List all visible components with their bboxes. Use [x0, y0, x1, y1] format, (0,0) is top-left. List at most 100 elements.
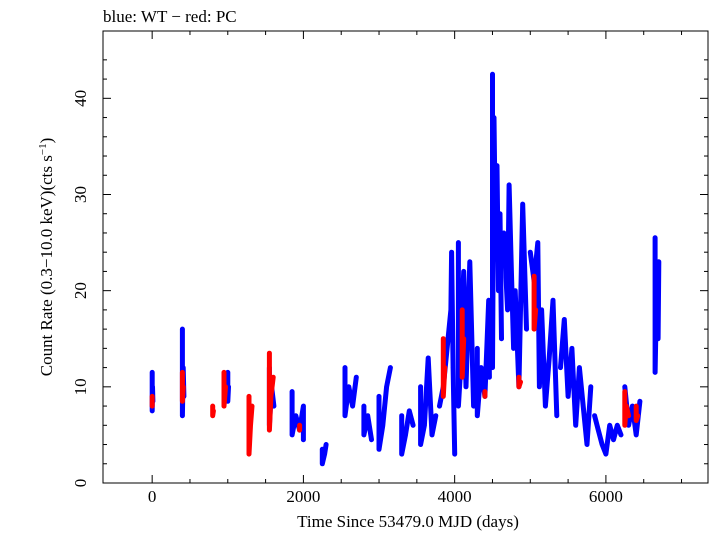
- data-point: [448, 307, 454, 313]
- data-segment: [266, 350, 276, 433]
- data-point: [268, 394, 274, 399]
- data-point: [429, 432, 435, 438]
- data-point: [460, 307, 465, 313]
- data-point: [637, 399, 643, 404]
- data-point: [437, 403, 442, 409]
- data-point: [622, 389, 627, 394]
- data-segment: [289, 389, 306, 443]
- data-point: [655, 336, 661, 341]
- data-point: [478, 365, 484, 370]
- data-point: [293, 413, 298, 418]
- data-point: [150, 403, 155, 409]
- plot-frame: [102, 30, 709, 484]
- data-point: [596, 427, 601, 433]
- data-point: [441, 394, 446, 399]
- y-axis-title-exponent: −1: [37, 143, 49, 155]
- data-point: [365, 413, 370, 418]
- data-point: [180, 413, 185, 418]
- data-point: [577, 365, 582, 370]
- data-segment: [531, 273, 539, 332]
- data-point: [249, 403, 255, 409]
- data-point: [493, 240, 498, 245]
- data-point: [180, 399, 185, 404]
- data-point: [181, 365, 186, 370]
- data-point: [369, 437, 374, 442]
- data-point: [376, 447, 382, 452]
- data-point: [150, 394, 155, 399]
- data-point: [267, 351, 272, 356]
- data-point: [442, 365, 447, 370]
- data-point: [499, 336, 504, 341]
- data-point: [461, 336, 466, 341]
- data-segment: [342, 365, 359, 419]
- data-point: [246, 451, 252, 457]
- data-point: [520, 201, 525, 207]
- data-segment: [418, 355, 439, 447]
- data-point: [460, 375, 465, 380]
- data-segment: [474, 297, 492, 419]
- data-point: [399, 451, 404, 457]
- data-point: [634, 432, 639, 438]
- data-segment: [490, 71, 504, 371]
- data-point: [449, 250, 454, 255]
- data-point: [475, 413, 480, 418]
- data-point: [210, 403, 215, 409]
- y-axis-ticks: 0 10 20 30 40: [71, 59, 708, 488]
- data-point: [301, 437, 306, 442]
- data-point: [482, 389, 488, 394]
- data-point: [554, 413, 559, 418]
- data-point: [150, 408, 155, 414]
- plot-content: [149, 71, 662, 467]
- data-point: [407, 408, 412, 414]
- data-point: [320, 461, 325, 466]
- data-segment: [455, 240, 477, 409]
- data-point: [461, 269, 466, 274]
- data-point: [271, 375, 276, 380]
- y-tick-label: 30: [71, 186, 90, 203]
- data-point: [467, 259, 472, 264]
- x-axis-title: Time Since 53479.0 MJD (days): [297, 512, 519, 531]
- data-point: [380, 423, 385, 428]
- data-point: [652, 235, 658, 240]
- y-tick-label: 10: [71, 378, 90, 395]
- data-point: [354, 375, 359, 380]
- data-point: [581, 403, 586, 409]
- data-point: [624, 403, 629, 409]
- data-point: [505, 307, 510, 313]
- data-point: [611, 437, 616, 442]
- data-point: [486, 298, 491, 303]
- data-point: [388, 365, 393, 370]
- data-point: [565, 394, 571, 399]
- data-point: [418, 384, 423, 389]
- data-point: [482, 394, 488, 399]
- y-tick-label: 20: [71, 282, 90, 299]
- chart-title: blue: WT − red: PC: [103, 7, 237, 26]
- data-point: [626, 423, 631, 428]
- data-point: [528, 250, 533, 255]
- data-point: [267, 427, 272, 433]
- data-point: [456, 240, 461, 245]
- data-point: [588, 384, 593, 389]
- data-point: [573, 423, 578, 428]
- data-point: [452, 451, 457, 457]
- data-segment: [622, 389, 632, 428]
- data-point: [622, 423, 627, 428]
- data-segment: [399, 408, 416, 457]
- series-pc: [149, 273, 641, 457]
- data-point: [346, 384, 351, 389]
- data-point: [501, 230, 506, 236]
- data-point: [656, 259, 661, 264]
- y-tick-label: 0: [71, 479, 90, 488]
- data-point: [471, 403, 476, 409]
- data-point: [297, 423, 302, 428]
- data-point: [342, 413, 348, 418]
- y-tick-label: 40: [71, 90, 90, 107]
- data-point: [475, 346, 480, 351]
- data-segment: [221, 369, 228, 409]
- data-point: [550, 298, 556, 303]
- data-point: [289, 432, 295, 438]
- data-point: [320, 447, 325, 452]
- data-segment: [361, 403, 374, 443]
- data-point: [535, 240, 540, 245]
